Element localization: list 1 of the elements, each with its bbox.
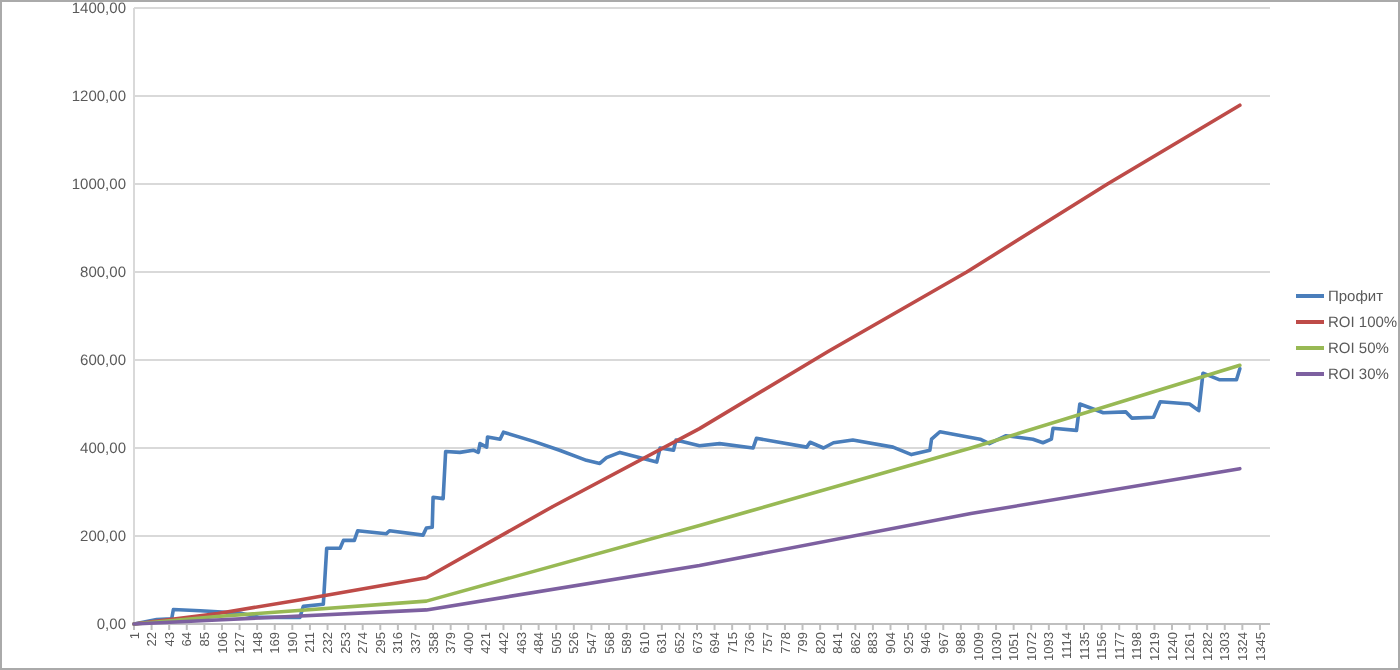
line-series (132, 466, 1242, 626)
